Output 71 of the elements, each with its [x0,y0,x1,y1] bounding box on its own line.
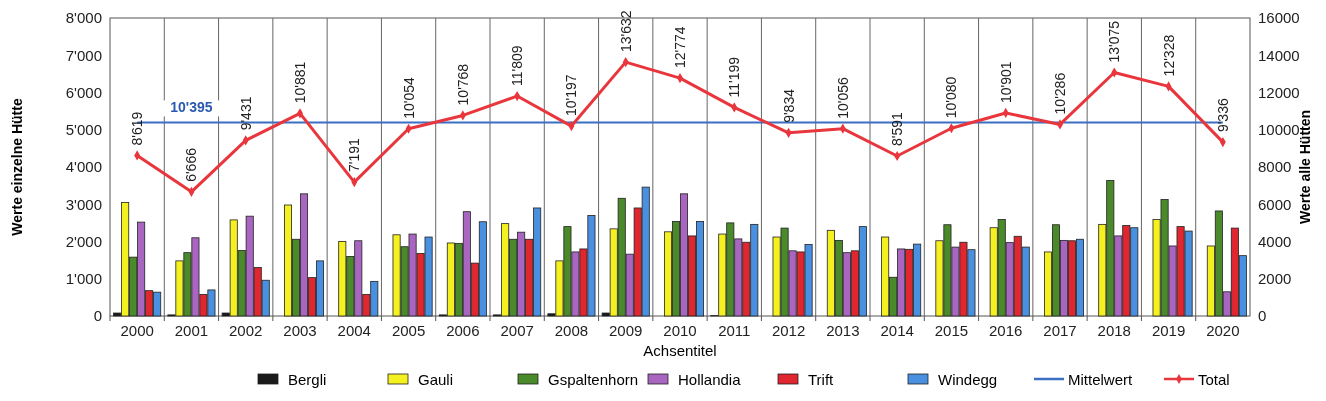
y2-tick-label: 12000 [1258,83,1300,101]
data-label: 12'328 [1160,34,1177,77]
x-tick-label: 2011 [718,322,751,339]
y2-tick-label: 10000 [1258,121,1300,138]
x-tick-label: 2012 [771,322,806,339]
data-label: 10'054 [400,76,417,119]
y-tick-label: 0 [93,307,102,325]
y2-tick-label: 4000 [1258,232,1292,250]
y-tick-label: 3'000 [65,195,102,213]
legend-label: Gauli [418,370,454,388]
data-label: 6'666 [183,147,200,182]
legend-label: Bergli [288,370,327,388]
y2-tick-label: 0 [1258,307,1267,325]
data-label: 12'774 [672,26,688,69]
x-tick-label: 2010 [663,322,697,339]
x-tick-label: 2002 [229,322,263,339]
x-tick-label: 2013 [826,322,860,339]
x-tick-label: 2015 [934,322,969,339]
x-axis-title: Achsentitel [643,342,717,359]
data-label: 11'199 [726,56,743,98]
x-tick-label: 2005 [391,322,426,339]
data-label: 10'286 [1052,72,1068,115]
x-tick-label: 2006 [446,322,480,339]
data-label: 9'834 [780,88,797,123]
y-tick-label: 8'000 [65,9,102,27]
y-tick-label: 4'000 [65,158,102,176]
data-label: 9'431 [237,96,254,131]
data-label: 11'809 [509,45,526,87]
x-tick-label: 2019 [1151,322,1186,339]
x-tick-label: 2018 [1097,322,1131,339]
x-tick-label: 2020 [1206,322,1240,339]
x-tick-label: 2009 [609,322,643,339]
y-tick-label: 1'000 [65,270,102,287]
y-tick-label: 2'000 [65,232,102,250]
data-label: 10'056 [834,76,851,119]
data-label: 10'080 [943,76,960,119]
data-label: 9'336 [1214,98,1231,133]
x-tick-label: 2017 [1043,322,1077,339]
x-tick-label: 2014 [880,322,914,339]
y2-tick-label: 2000 [1258,270,1292,287]
x-tick-label: 2000 [120,322,154,339]
y-tick-label: 5'000 [65,121,102,138]
data-label: 13'632 [617,10,634,53]
legend-label: Gspaltenhorn [548,370,639,388]
data-label: 10'395 [170,99,213,116]
y-axis-title: Werte einzelne Hütte [9,98,25,236]
y2-tick-label: 16000 [1258,9,1300,27]
legend-label: Total [1198,370,1230,388]
x-tick-label: 2007 [500,322,534,339]
data-label: 8'619 [129,111,146,146]
y2-tick-label: 14000 [1258,46,1300,64]
data-label: 7'191 [346,138,363,173]
y2-tick-label: 8000 [1258,158,1292,176]
data-label: 10'197 [563,74,580,117]
legend-label: Hollandia [678,370,742,388]
x-tick-label: 2001 [174,322,209,339]
data-label: 10'768 [454,63,471,106]
y-tick-label: 6'000 [65,83,102,101]
x-tick-label: 2008 [554,322,589,339]
data-label: 8'591 [889,111,906,146]
data-label: 13'075 [1106,20,1123,63]
data-label: 10'901 [997,61,1014,103]
x-tick-label: 2016 [989,322,1023,339]
legend-label: Windegg [938,370,998,388]
x-tick-label: 2004 [337,322,371,339]
legend-label: Mittelwert [1068,370,1134,388]
legend-label: Trift [808,370,835,388]
x-tick-label: 2003 [283,322,317,339]
y-tick-label: 7'000 [65,46,102,64]
data-label: 10'881 [292,61,308,104]
y2-tick-label: 6000 [1258,195,1292,213]
